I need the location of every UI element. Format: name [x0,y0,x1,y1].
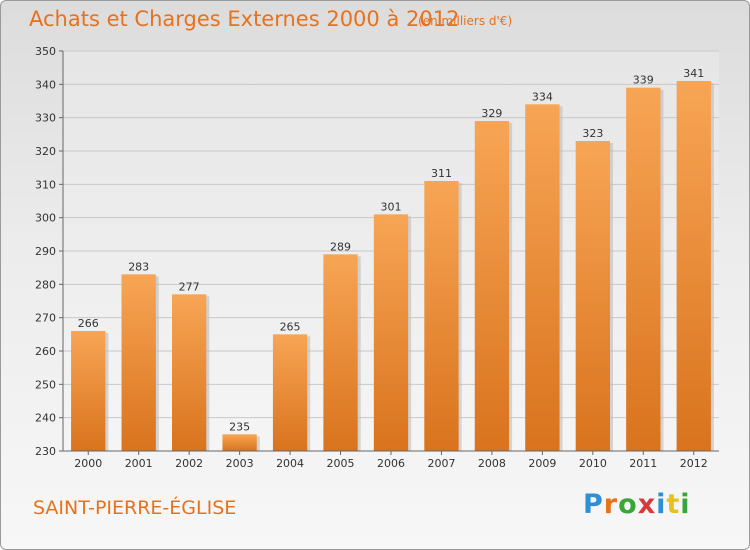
bar-2005 [323,254,358,451]
x-tick-label-2003: 2003 [226,457,254,470]
logo-letter: i [680,489,691,520]
bar-2004 [272,334,308,451]
logo-letter: r [603,489,619,520]
value-label-2010: 323 [582,127,603,140]
value-label-2012: 341 [683,67,704,80]
x-tick-label-2005: 2005 [327,457,355,470]
bar-2002 [171,294,207,451]
x-tick-label-2004: 2004 [276,457,304,470]
y-tick-label: 290 [35,245,56,258]
y-tick-label: 260 [35,345,56,358]
proxiti-logo[interactable]: Proxiti [583,489,691,520]
bar-2010 [575,141,611,451]
value-label-2008: 329 [481,107,502,120]
x-tick-label-2008: 2008 [478,457,506,470]
value-label-2011: 339 [633,74,654,87]
logo-letter: x [637,489,657,520]
logo-letter: i [656,489,667,520]
bar-2000 [71,331,106,451]
logo-letter: t [666,489,681,520]
axis-layer: 230 240 250 260 270 280 290 300 310 320 330 340 350 2… [35,45,719,470]
x-tick-label-2012: 2012 [680,457,708,470]
value-label-2006: 301 [381,200,402,213]
value-label-2009: 334 [532,90,553,103]
value-label-2001: 283 [128,260,149,273]
bar-2003 [222,434,257,451]
bar-2007 [424,181,459,451]
y-tick-label: 310 [35,178,56,191]
x-tick-label-2007: 2007 [427,457,455,470]
y-tick-label: 250 [35,378,56,391]
value-label-2004: 265 [280,320,301,333]
x-tick-label-2006: 2006 [377,457,405,470]
y-tick-label: 270 [35,312,56,325]
value-label-2003: 235 [229,420,250,433]
y-tick-label: 280 [35,278,56,291]
bars-layer [71,81,714,452]
value-label-2000: 266 [78,317,99,330]
y-tick-label: 330 [35,112,56,125]
bar-2006 [373,214,409,451]
y-tick-label: 350 [35,45,56,58]
x-tick-label-2000: 2000 [74,457,102,470]
x-tick-label-2001: 2001 [125,457,153,470]
bar-2009 [525,104,560,451]
commune-name: SAINT-PIERRE-ÉGLISE [33,497,237,519]
x-tick-label-2009: 2009 [528,457,556,470]
value-label-2005: 289 [330,240,351,253]
logo-letter: P [583,489,604,520]
logo-letter: o [618,489,638,520]
y-tick-label: 340 [35,78,56,91]
y-tick-label: 300 [35,212,56,225]
x-tick-label-2010: 2010 [579,457,607,470]
y-tick-label: 240 [35,412,56,425]
bar-2011 [626,87,661,452]
bar-2012 [676,81,711,451]
chart-title: Achats et Charges Externes 2000 à 2012 [29,7,460,31]
y-tick-label: 230 [35,445,56,458]
x-tick-label-2011: 2011 [629,457,657,470]
value-label-2002: 277 [179,280,200,293]
value-label-2007: 311 [431,167,452,180]
y-tick-label: 320 [35,145,56,158]
x-tick-label-2002: 2002 [175,457,203,470]
bar-2008 [474,121,510,451]
chart-subtitle: (en milliers d'€) [418,14,513,28]
bar-2001 [121,274,156,451]
